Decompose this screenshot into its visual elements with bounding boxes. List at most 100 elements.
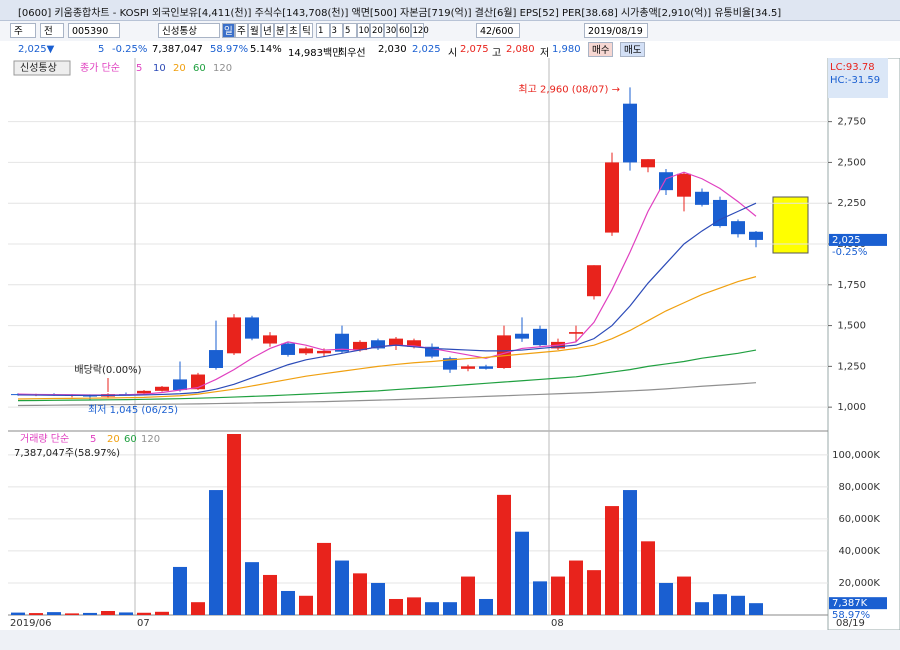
candle-body: [641, 159, 655, 168]
volume-bar: [101, 610, 115, 615]
volume-ma-legend: 20: [107, 434, 120, 445]
volume-bar: [425, 602, 439, 615]
volume-bar: [407, 597, 421, 615]
interval-button[interactable]: 3: [329, 23, 343, 38]
date-label: 2019/06: [10, 618, 52, 629]
candle-body: [137, 390, 151, 394]
last-price: 2,025: [832, 235, 861, 246]
high-note: 최고 2,960 (08/07) →: [518, 83, 620, 95]
sell-button[interactable]: 매도: [620, 42, 646, 57]
volume-bar: [515, 531, 529, 615]
ma-label: 종가 단순: [80, 62, 120, 74]
volume-tick-label: 80,000K: [838, 482, 880, 493]
interval-button[interactable]: 1: [316, 23, 330, 38]
candle-body: [299, 348, 313, 354]
volume-bar: [443, 602, 457, 615]
info-low-label: 저: [540, 48, 550, 59]
info-best-label: 최우선: [338, 48, 366, 59]
candle-body: [425, 346, 439, 357]
scope-select[interactable]: 전: [40, 23, 64, 38]
volume-bar: [29, 613, 43, 615]
candle-body: [713, 199, 727, 227]
volume-bar: [65, 613, 79, 615]
buy-button[interactable]: 매수: [588, 42, 614, 57]
candle-body: [533, 328, 547, 346]
candle-body: [389, 338, 403, 346]
info-low: 1,980: [552, 44, 581, 55]
market-select[interactable]: 주: [10, 23, 36, 38]
price-tick-label: 1,500: [837, 321, 866, 332]
interval-button[interactable]: 20: [370, 23, 384, 38]
volume-tick-label: 100,000K: [832, 450, 880, 461]
last-volume-box: [829, 597, 887, 610]
moving-average: [17, 202, 757, 397]
volume-ma-legend: 60: [124, 434, 137, 445]
volume-bar: [245, 562, 259, 615]
interval-button[interactable]: 60: [397, 23, 411, 38]
candle-body: [371, 340, 385, 349]
candle-body: [497, 335, 511, 368]
volume-bar: [695, 602, 709, 615]
date-label: 07: [137, 618, 150, 629]
interval-button[interactable]: 10: [356, 23, 370, 38]
period-button[interactable]: 초: [287, 23, 300, 38]
info-amount: 14,983백만: [288, 48, 342, 59]
last-volume: 7,387K: [832, 598, 868, 609]
stock-name: 신성통상: [20, 62, 57, 74]
period-button[interactable]: 틱: [300, 23, 313, 38]
candle-body: [227, 317, 241, 354]
last-rate: -0.25%: [832, 247, 867, 258]
volume-bar: [623, 490, 637, 615]
window-title: [0600] 키움종합차트 - KOSPI 외국인보유[4,411(천)] 주식…: [18, 8, 782, 19]
count-field[interactable]: 42/600: [476, 23, 520, 38]
lc-label: LC:93.78: [830, 62, 875, 73]
volume-bar: [11, 612, 25, 615]
last-price-box: [829, 233, 887, 246]
candle-body: [173, 379, 187, 391]
interval-button[interactable]: 30: [383, 23, 397, 38]
date-label: 08: [551, 618, 564, 629]
info-volume: 7,387,047: [152, 44, 203, 55]
volume-bar: [713, 594, 727, 615]
candle-body: [515, 333, 529, 339]
ma-legend: 20: [173, 63, 186, 74]
price-tick-label: 2,250: [837, 198, 866, 209]
interval-button[interactable]: 5: [343, 23, 357, 38]
period-button[interactable]: 년: [261, 23, 274, 38]
volume-bar: [371, 582, 385, 615]
info-ask: 2,030: [378, 44, 407, 55]
volume-tick-label: 20,000K: [838, 578, 880, 589]
price-tick-label: 1,750: [837, 280, 866, 291]
price-tick-label: 1,000: [837, 402, 866, 413]
moving-average: [17, 382, 757, 407]
candle-body: [443, 358, 457, 370]
toolbar: 주 전 005390 신성통상 일 주 월 년 분 초 틱 1 3 5 10 20 30 60 120 42/600 2…: [0, 21, 900, 41]
name-input[interactable]: 신성통상: [158, 23, 220, 38]
period-button[interactable]: 분: [274, 23, 287, 38]
low-note: 최저 1,045 (06/25): [88, 404, 178, 416]
ma-legend: 10: [153, 63, 166, 74]
period-button[interactable]: 일: [222, 23, 235, 38]
candle-body: [155, 386, 169, 391]
volume-bar: [47, 612, 61, 615]
candle-body: [623, 103, 637, 163]
info-bid: 2,025: [412, 44, 441, 55]
info-rate: -0.25%: [112, 44, 148, 55]
date-field[interactable]: 2019/08/19: [584, 23, 648, 38]
volume-bar: [479, 598, 493, 615]
volume-bar: [209, 490, 223, 615]
scrollbar: [0, 630, 900, 650]
candle-body: [479, 366, 493, 369]
period-button[interactable]: 주: [235, 23, 248, 38]
candle-body: [677, 173, 691, 197]
title-bar: [0600] 키움종합차트 - KOSPI 외국인보유[4,411(천)] 주식…: [0, 0, 900, 21]
interval-button[interactable]: 120: [410, 23, 429, 38]
period-button[interactable]: 월: [248, 23, 261, 38]
volume-bar: [389, 598, 403, 615]
candle-body: [461, 366, 475, 369]
code-input[interactable]: 005390: [68, 23, 120, 38]
volume-bar: [299, 595, 313, 615]
candle-body: [407, 340, 421, 347]
volume-ma-legend: 5: [90, 434, 96, 445]
price-tick-label: 1,250: [837, 361, 866, 372]
